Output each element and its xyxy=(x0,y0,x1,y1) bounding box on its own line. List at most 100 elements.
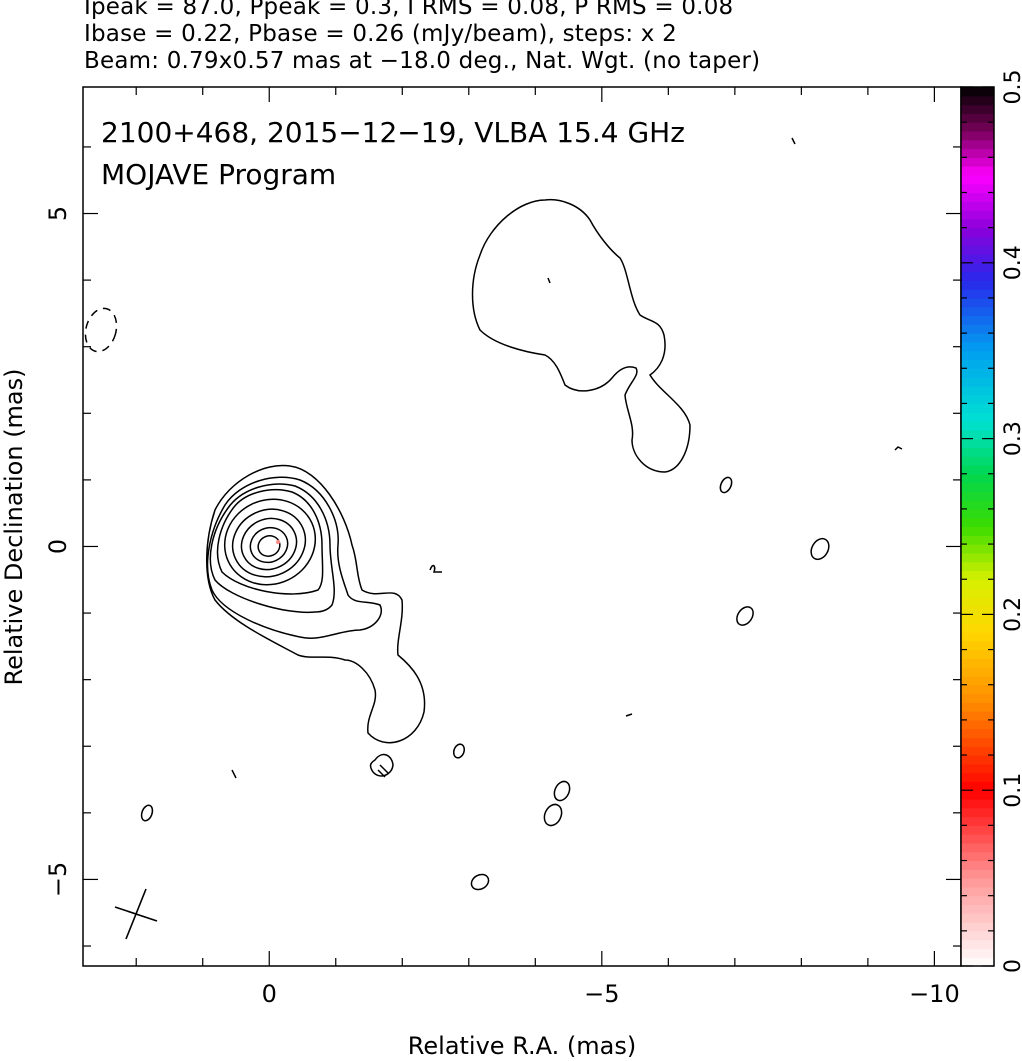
contour-core-9 xyxy=(257,535,281,557)
contour-blob xyxy=(543,803,563,827)
y-tick-label: 5 xyxy=(44,206,72,221)
contour-north-speck xyxy=(547,277,551,284)
colorbar-band xyxy=(961,113,994,123)
contour-core-8 xyxy=(249,526,289,564)
colorbar-band xyxy=(961,482,994,492)
colorbar-band xyxy=(961,816,994,826)
colorbar-band xyxy=(961,174,994,185)
x-tick-label: 0 xyxy=(262,980,277,1008)
colorbar-band xyxy=(961,860,994,870)
contour-core-5 xyxy=(223,498,317,586)
colorbar-band xyxy=(961,438,994,448)
colorbar-band xyxy=(961,87,994,97)
colorbar-band xyxy=(961,491,994,501)
contour-blob xyxy=(553,780,571,802)
colorbar-band xyxy=(961,201,994,211)
colorbar-band xyxy=(961,763,994,774)
plot-ticks xyxy=(83,87,961,966)
colorbar-band xyxy=(961,394,994,405)
colorbar-band xyxy=(961,421,994,431)
colorbar-band xyxy=(961,280,994,290)
contour-core-3 xyxy=(209,483,335,614)
colorbar-band xyxy=(961,886,994,897)
colorbar-band xyxy=(961,746,994,756)
colorbar-band xyxy=(961,535,994,545)
colorbar-band xyxy=(961,245,994,255)
colorbar-band xyxy=(961,254,994,264)
colorbar-band xyxy=(961,649,994,659)
colorbar-band xyxy=(961,658,994,668)
colorbar-band xyxy=(961,236,994,246)
colorbar-tick-labels: 0 0.1 0.2 0.3 0.4 0.5 xyxy=(1001,70,1022,974)
x-tick-label: −5 xyxy=(584,980,619,1008)
x-tick-label: −10 xyxy=(909,980,960,1008)
colorbar-band xyxy=(961,368,994,378)
colorbar-band xyxy=(961,631,994,642)
contour-blob xyxy=(625,713,633,717)
plot-title-program: MOJAVE Program xyxy=(101,158,336,191)
colorbar-band xyxy=(961,447,994,457)
colorbar-band xyxy=(961,341,994,352)
colorbar-tick-label: 0.2 xyxy=(1001,597,1022,632)
colorbar-band xyxy=(961,385,994,396)
colorbar-band xyxy=(961,895,994,906)
map-header: Ipeak = 87.0, Ppeak = 0.3, I RMS = 0.08,… xyxy=(84,0,1014,75)
colorbar-band xyxy=(961,570,994,580)
contour-blob xyxy=(470,873,490,891)
colorbar-band xyxy=(961,957,994,967)
colorbar-tick-label: 0.4 xyxy=(1001,245,1022,280)
contour-blob xyxy=(894,446,903,451)
colorbar-band xyxy=(961,878,994,888)
colorbar-band xyxy=(961,297,994,308)
colorbar-band xyxy=(961,675,994,686)
contour-core-2 xyxy=(206,476,382,639)
colorbar-band xyxy=(961,473,994,484)
colorbar-band xyxy=(961,579,994,589)
contour-blob xyxy=(810,537,830,561)
colorbar-band xyxy=(961,500,994,510)
colorbar-band xyxy=(961,693,994,703)
colorbar-band xyxy=(961,218,994,229)
colorbar-band xyxy=(961,605,994,615)
colorbar-band xyxy=(961,130,994,141)
colorbar-band xyxy=(961,684,994,695)
x-axis-label: Relative R.A. (mas) xyxy=(408,1032,636,1060)
colorbar-band xyxy=(961,772,994,783)
colorbar-band xyxy=(961,930,994,941)
header-stats-line: Ipeak = 87.0, Ppeak = 0.3, I RMS = 0.08,… xyxy=(84,0,734,20)
colorbar-band xyxy=(961,552,994,563)
colorbar-frame xyxy=(960,86,995,967)
colorbar-band xyxy=(961,939,994,950)
contour-layer xyxy=(84,137,903,891)
colorbar-band xyxy=(961,429,994,440)
colorbar-band xyxy=(961,526,994,536)
colorbar-band xyxy=(961,544,994,554)
contour-core-7 xyxy=(240,517,298,571)
contour-core-6 xyxy=(231,508,307,578)
colorbar-band xyxy=(961,350,994,361)
contour-blob xyxy=(231,769,237,779)
colorbar-band xyxy=(961,315,994,325)
y-tick-label: −5 xyxy=(44,862,72,897)
colorbar-ticks xyxy=(961,86,994,967)
colorbar-band xyxy=(961,667,994,677)
contour-blob xyxy=(791,137,796,145)
colorbar-band xyxy=(961,702,994,712)
colorbar-band xyxy=(961,623,994,633)
colorbar-band xyxy=(961,728,994,739)
colorbar-band xyxy=(961,148,994,158)
colorbar-band xyxy=(961,359,994,369)
colorbar-band xyxy=(961,306,994,317)
colorbar-band xyxy=(961,904,994,914)
contour-blob xyxy=(736,606,754,626)
colorbar-band xyxy=(961,807,994,818)
colorbar-band xyxy=(961,737,994,747)
colorbar-band xyxy=(961,913,994,923)
colorbar-band xyxy=(961,588,994,598)
colorbar-band xyxy=(961,719,994,730)
colorbar-band xyxy=(961,192,994,202)
core-peak-marker xyxy=(276,540,280,544)
contour-blob xyxy=(452,743,466,759)
colorbar-band xyxy=(961,157,994,167)
